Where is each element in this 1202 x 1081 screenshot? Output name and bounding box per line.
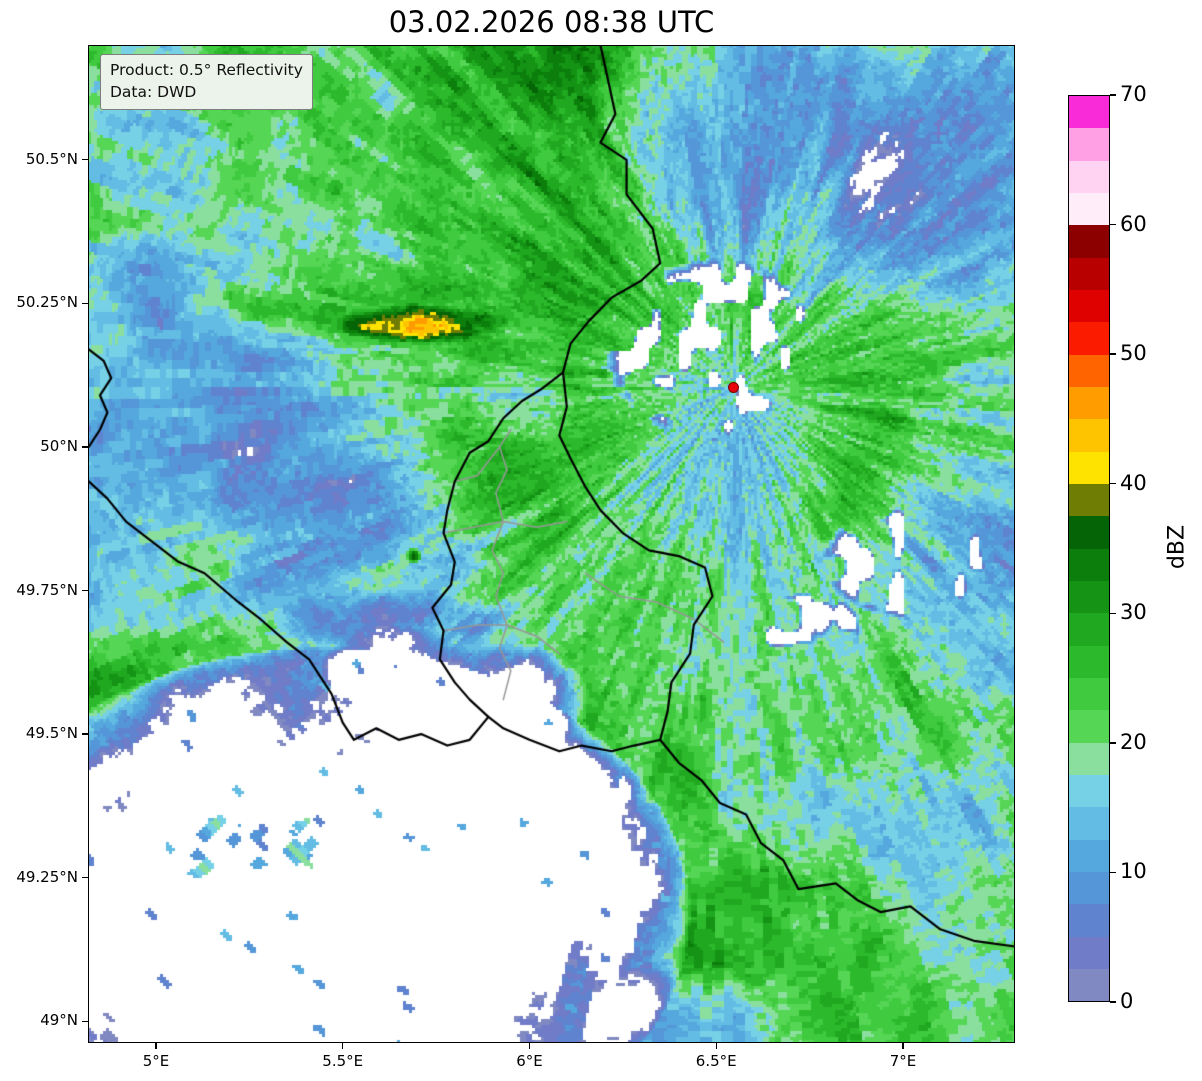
data-source-line: Data: DWD xyxy=(110,83,197,102)
x-tick xyxy=(155,1043,157,1049)
colorbar-segment xyxy=(1069,354,1109,387)
colorbar-tick-label: 30 xyxy=(1120,600,1147,625)
y-tick-label: 50.5°N xyxy=(25,149,78,168)
colorbar-segment xyxy=(1069,904,1109,937)
colorbar-tick xyxy=(1110,353,1116,355)
colorbar-tick xyxy=(1110,612,1116,614)
y-tick-label: 49.75°N xyxy=(16,580,78,599)
colorbar-tick-label: 0 xyxy=(1120,989,1134,1013)
colorbar-tick xyxy=(1110,1001,1116,1003)
y-tick xyxy=(82,302,88,305)
product-info-box: Product: 0.5° Reflectivity Data: DWD xyxy=(100,54,313,110)
y-tick xyxy=(82,733,88,735)
colorbar-segment xyxy=(1069,936,1109,969)
y-tick xyxy=(82,1020,88,1022)
colorbar-tick-label: 20 xyxy=(1120,729,1147,754)
colorbar-segment xyxy=(1069,160,1109,193)
colorbar-tick xyxy=(1110,871,1116,874)
colorbar-segment xyxy=(1069,289,1109,323)
colorbar-tick-label: 50 xyxy=(1120,341,1147,366)
figure-title: 03.02.2026 08:38 UTC xyxy=(388,5,715,39)
x-tick-label: 5°E xyxy=(142,1052,170,1070)
colorbar-segment xyxy=(1069,871,1109,905)
colorbar-segment xyxy=(1069,774,1109,808)
colorbar-segment xyxy=(1069,451,1109,484)
colorbar-segment xyxy=(1069,96,1109,129)
colorbar-segment xyxy=(1069,839,1109,872)
y-tick-label: 50.25°N xyxy=(16,293,78,312)
x-tick xyxy=(902,1043,904,1049)
colorbar-tick-label: 70 xyxy=(1120,82,1147,106)
colorbar-segment xyxy=(1069,710,1109,743)
colorbar-segment xyxy=(1069,677,1109,711)
colorbar-tick-label: 40 xyxy=(1120,470,1147,495)
colorbar-tick xyxy=(1110,223,1116,226)
x-tick xyxy=(342,1043,344,1049)
x-tick-label: 6.5°E xyxy=(695,1052,737,1070)
colorbar-segment xyxy=(1069,257,1109,290)
y-tick-label: 49.5°N xyxy=(25,724,78,743)
colorbar-tick-label: 60 xyxy=(1120,211,1147,236)
y-tick xyxy=(82,589,88,592)
colorbar-segment xyxy=(1069,128,1109,161)
radar-map-canvas xyxy=(88,45,1015,1043)
x-tick xyxy=(528,1043,531,1049)
y-tick xyxy=(82,446,88,448)
colorbar-tick xyxy=(1110,94,1116,96)
y-tick xyxy=(82,159,88,161)
y-tick-label: 49°N xyxy=(40,1011,78,1030)
colorbar-segment xyxy=(1069,386,1109,420)
colorbar-segment xyxy=(1069,322,1109,355)
product-line: Product: 0.5° Reflectivity xyxy=(110,61,303,79)
colorbar-segment xyxy=(1069,742,1109,775)
colorbar-tick xyxy=(1110,742,1116,744)
colorbar xyxy=(1068,95,1110,1002)
colorbar-segment xyxy=(1069,419,1109,452)
colorbar-segment xyxy=(1069,483,1109,517)
radar-site-marker xyxy=(728,382,740,394)
colorbar-segment xyxy=(1069,968,1109,1002)
colorbar-segment xyxy=(1069,580,1109,614)
colorbar-segment xyxy=(1069,516,1109,549)
colorbar-segment xyxy=(1069,225,1109,258)
x-tick-label: 6°E xyxy=(516,1052,543,1070)
colorbar-tick xyxy=(1110,483,1116,485)
colorbar-segment xyxy=(1069,645,1109,678)
map-area: Product: 0.5° Reflectivity Data: DWD xyxy=(88,45,1015,1043)
x-tick-label: 5.5°E xyxy=(322,1052,364,1070)
y-tick xyxy=(82,876,88,879)
colorbar-tick-label: 10 xyxy=(1120,859,1147,884)
colorbar-label: dBZ xyxy=(1164,524,1190,570)
x-tick-label: 7°E xyxy=(889,1052,917,1070)
colorbar-segment xyxy=(1069,613,1109,646)
colorbar-segment xyxy=(1069,192,1109,226)
y-tick-label: 49.25°N xyxy=(16,867,78,886)
x-tick xyxy=(715,1043,717,1049)
y-tick-label: 50°N xyxy=(40,436,78,455)
colorbar-segment xyxy=(1069,548,1109,581)
colorbar-segment xyxy=(1069,807,1109,840)
